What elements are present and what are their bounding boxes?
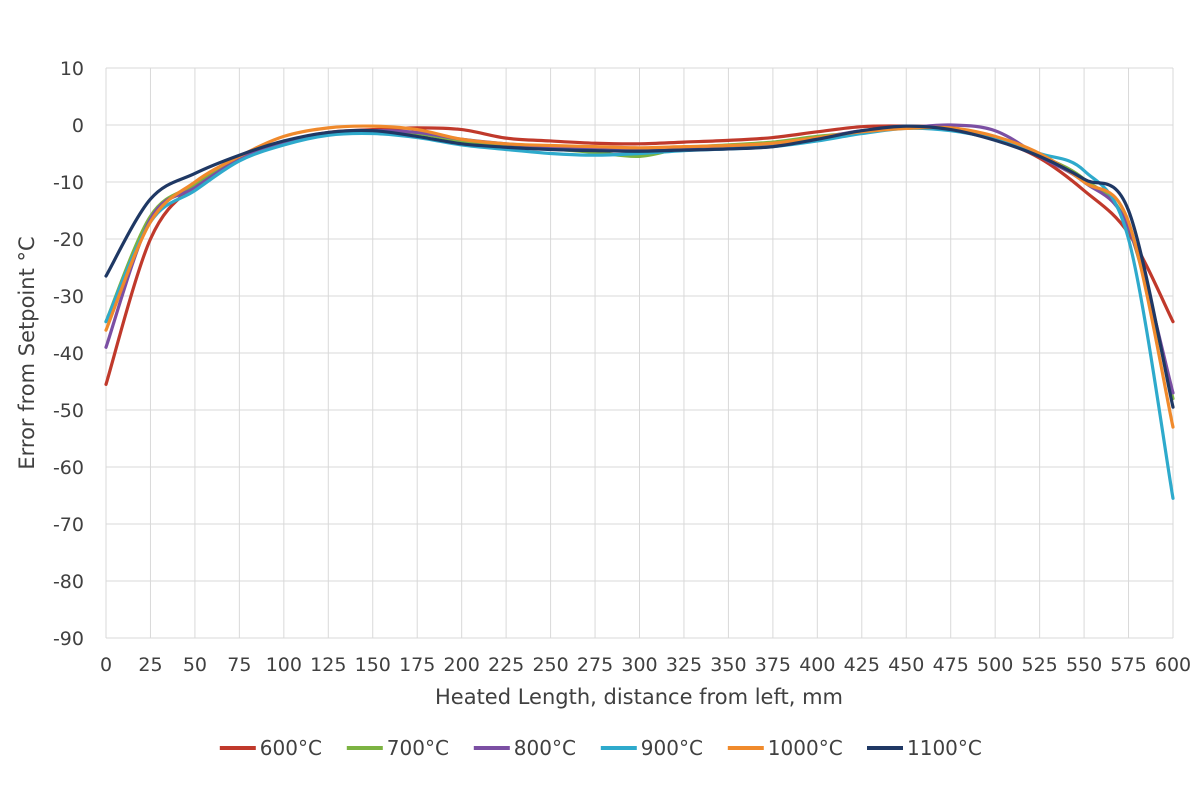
y-tick-label: -20 — [53, 229, 84, 251]
x-tick-label: 475 — [933, 654, 969, 676]
legend-label: 1100°C — [907, 736, 982, 760]
legend-item: 800°C — [473, 736, 576, 760]
y-tick-label: -40 — [53, 343, 84, 365]
x-tick-label: 425 — [844, 654, 880, 676]
x-tick-label: 200 — [444, 654, 480, 676]
y-tick-label: -80 — [53, 571, 84, 593]
x-tick-label: 50 — [183, 654, 207, 676]
series-line-1000c — [104, 124, 1175, 429]
x-tick-label: 75 — [227, 654, 251, 676]
x-tick-label: 250 — [532, 654, 568, 676]
legend-label: 700°C — [387, 736, 449, 760]
x-tick-label: 100 — [266, 654, 302, 676]
y-axis-title: Error from Setpoint °C — [15, 236, 39, 469]
x-tick-label: 125 — [310, 654, 346, 676]
legend-item: 600°C — [219, 736, 322, 760]
legend-item: 900°C — [600, 736, 703, 760]
x-tick-label: 325 — [666, 654, 702, 676]
x-tick-label: 525 — [1021, 654, 1057, 676]
x-tick-label: 225 — [488, 654, 524, 676]
legend-label: 800°C — [514, 736, 576, 760]
x-tick-label: 575 — [1110, 654, 1146, 676]
x-tick-label: 500 — [977, 654, 1013, 676]
y-tick-label: 10 — [60, 58, 84, 80]
series-line-1100c — [104, 124, 1175, 409]
x-tick-label: 550 — [1066, 654, 1102, 676]
x-axis-title: Heated Length, distance from left, mm — [435, 685, 843, 709]
legend-label: 1000°C — [768, 736, 843, 760]
x-tick-label: 350 — [710, 654, 746, 676]
x-tick-label: 450 — [888, 654, 924, 676]
legend-item: 1000°C — [727, 736, 843, 760]
x-tick-label: 25 — [138, 654, 162, 676]
legend: 600°C 700°C 800°C 900°C 1000°C 1100°C — [219, 736, 982, 760]
y-tick-label: -30 — [53, 286, 84, 308]
y-tick-label: -70 — [53, 514, 84, 536]
y-tick-label: -60 — [53, 457, 84, 479]
y-tick-label: 0 — [72, 115, 84, 137]
y-tick-label: -50 — [53, 400, 84, 422]
x-tick-label: 175 — [399, 654, 435, 676]
legend-item: 700°C — [346, 736, 449, 760]
legend-item: 1100°C — [867, 736, 982, 760]
x-tick-label: 300 — [621, 654, 657, 676]
y-tick-label: -90 — [53, 628, 84, 650]
x-tick-label: 150 — [355, 654, 391, 676]
x-tick-label: 0 — [100, 654, 112, 676]
legend-label: 600°C — [260, 736, 322, 760]
gridlines — [105, 67, 1174, 639]
legend-label: 900°C — [641, 736, 703, 760]
x-tick-label: 375 — [755, 654, 791, 676]
x-tick-label: 400 — [799, 654, 835, 676]
x-tick-label: 275 — [577, 654, 613, 676]
y-tick-label: -10 — [53, 172, 84, 194]
x-tick-label: 600 — [1155, 654, 1191, 676]
axes: 100-10-20-30-40-50-60-70-80-900 25 50 75 100… — [53, 58, 1191, 676]
series-lines — [104, 123, 1175, 500]
